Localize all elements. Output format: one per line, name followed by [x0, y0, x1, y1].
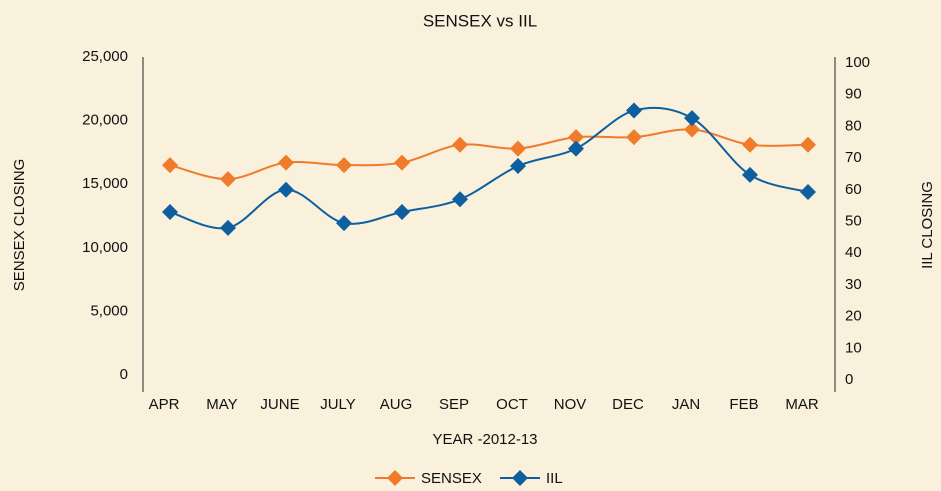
- x-tick-label: APR: [149, 396, 180, 413]
- y-tick-label: 5,000: [90, 302, 128, 319]
- y2-tick-label: 80: [845, 117, 862, 134]
- point-marker: [684, 110, 700, 127]
- point-marker: [452, 191, 468, 208]
- point-marker: [684, 121, 700, 138]
- y-tick-label: 20,000: [82, 112, 128, 129]
- point-marker: [800, 136, 816, 153]
- x-tick-label: SEP: [439, 396, 469, 413]
- point-marker: [742, 136, 758, 153]
- y2-tick-label: 90: [845, 86, 862, 103]
- y2-tick-label: 50: [845, 212, 862, 229]
- y2-tick-label: 40: [845, 244, 862, 261]
- point-marker: [162, 157, 178, 174]
- legend-marker: [512, 470, 528, 486]
- x-tick-label: JULY: [320, 396, 356, 413]
- point-marker: [394, 154, 410, 171]
- point-marker: [800, 184, 816, 201]
- x-tick-label: OCT: [496, 396, 528, 413]
- point-marker: [220, 171, 236, 188]
- point-marker: [626, 102, 642, 119]
- y-tick-label: 15,000: [82, 175, 128, 192]
- point-marker: [220, 219, 236, 236]
- chart-title: SENSEX vs IIL: [423, 11, 537, 30]
- x-tick-label: AUG: [380, 396, 413, 413]
- y2-tick-label: 10: [845, 339, 862, 356]
- point-marker: [394, 203, 410, 220]
- x-tick-label: JUNE: [260, 396, 299, 413]
- x-tick-label: MAR: [785, 396, 819, 413]
- x-axis-label: YEAR -2012-13: [432, 431, 537, 448]
- point-marker: [568, 129, 584, 146]
- x-tick-label: FEB: [729, 396, 758, 413]
- y2-tick-label: 30: [845, 276, 862, 293]
- point-marker: [336, 157, 352, 174]
- legend-label: IIL: [546, 470, 563, 487]
- y-tick-label: 0: [120, 366, 128, 383]
- y2-tick-label: 100: [845, 54, 870, 71]
- y2-tick-label: 70: [845, 149, 862, 166]
- y2-tick-label: 60: [845, 181, 862, 198]
- y-tick-label: 25,000: [82, 48, 128, 65]
- point-marker: [452, 136, 468, 153]
- point-marker: [162, 203, 178, 220]
- x-tick-label: DEC: [612, 396, 644, 413]
- y-tick-label: 10,000: [82, 239, 128, 256]
- point-marker: [510, 140, 526, 157]
- point-marker: [278, 154, 294, 171]
- y2-axis-label: IIL CLOSING: [919, 181, 936, 269]
- y-axis-label: SENSEX CLOSING: [11, 159, 28, 292]
- point-marker: [510, 158, 526, 175]
- x-tick-label: JAN: [672, 396, 700, 413]
- x-tick-label: NOV: [554, 396, 587, 413]
- y2-tick-label: 0: [845, 371, 853, 388]
- x-tick-label: MAY: [206, 396, 237, 413]
- legend-label: SENSEX: [421, 470, 482, 487]
- y2-tick-label: 20: [845, 308, 862, 325]
- point-marker: [626, 129, 642, 146]
- point-marker: [278, 181, 294, 198]
- legend-marker: [387, 470, 403, 486]
- point-marker: [742, 166, 758, 183]
- point-marker: [336, 215, 352, 232]
- point-marker: [568, 140, 584, 157]
